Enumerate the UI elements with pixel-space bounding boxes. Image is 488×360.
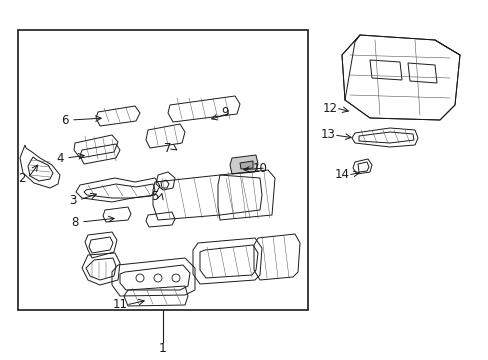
Text: 9: 9 [221,107,228,120]
Text: 12: 12 [322,102,337,114]
Text: 1: 1 [159,342,166,355]
Text: 11: 11 [112,298,127,311]
Text: 7: 7 [164,141,171,154]
Text: 6: 6 [61,113,69,126]
Text: 3: 3 [69,194,77,207]
Text: 14: 14 [334,168,349,181]
Polygon shape [229,155,258,174]
Bar [18,30,307,310]
Text: 2: 2 [18,171,26,184]
Text: 13: 13 [320,129,335,141]
Text: 8: 8 [71,216,79,229]
Text: 5: 5 [151,190,159,203]
Text: 10: 10 [252,162,267,175]
Text: 4: 4 [56,152,63,165]
Polygon shape [240,161,252,169]
